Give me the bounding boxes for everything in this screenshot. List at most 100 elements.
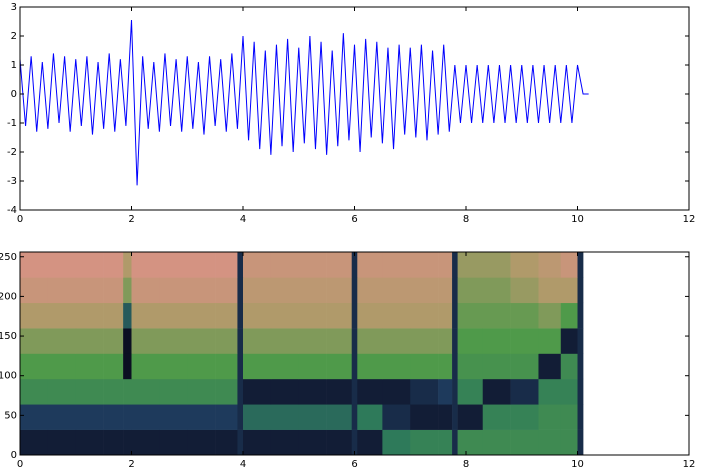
heatmap-cell xyxy=(215,302,238,329)
heatmap-cell xyxy=(75,378,104,405)
heatmap-cell xyxy=(20,404,49,430)
heatmap-cell xyxy=(47,378,77,405)
signal-line xyxy=(19,20,589,186)
heatmap-cell xyxy=(123,404,132,430)
heatmap-cell xyxy=(159,404,188,430)
heatmap-cell xyxy=(538,429,562,456)
heatmap-cell xyxy=(482,328,511,354)
heatmap-cell xyxy=(351,302,358,329)
heatmap-cell xyxy=(482,378,511,405)
heatmap-cell xyxy=(243,378,272,405)
heatmap-cell xyxy=(75,302,104,329)
heatmap-cell xyxy=(243,277,272,304)
heatmap-cell xyxy=(243,353,272,380)
heatmap-cell xyxy=(382,378,411,405)
x-tick-label: 12 xyxy=(683,214,696,225)
x-tick-label: 12 xyxy=(683,459,696,470)
y-tick-label: 200 xyxy=(0,291,17,302)
heatmap-cell xyxy=(187,404,216,430)
heatmap-cell xyxy=(20,302,49,329)
heatmap-cell xyxy=(452,353,458,380)
heatmap-cell xyxy=(382,252,411,278)
x-tick-label: 8 xyxy=(463,214,469,225)
heatmap-cell xyxy=(457,302,484,329)
heatmap-cell xyxy=(123,302,132,329)
heatmap-cell xyxy=(357,404,383,430)
heatmap-cell xyxy=(270,277,300,304)
heatmap-cell xyxy=(357,302,383,329)
x-tick-label: 10 xyxy=(571,459,584,470)
heatmap-cell xyxy=(482,353,511,380)
heatmap-cell xyxy=(457,404,484,430)
y-tick-label: -1 xyxy=(7,118,17,129)
heatmap-cell xyxy=(131,328,160,354)
heatmap-cell xyxy=(410,328,439,354)
heatmap-cell xyxy=(510,429,539,456)
y-tick-label: 0 xyxy=(11,450,17,461)
heatmap-cell xyxy=(538,252,562,278)
heatmap-cell xyxy=(410,252,439,278)
heatmap-cell xyxy=(577,277,584,304)
heatmap-cell xyxy=(577,302,584,329)
heatmap-cell xyxy=(187,328,216,354)
y-tick-label: 100 xyxy=(0,371,17,382)
heatmap-cell xyxy=(215,328,238,354)
heatmap-cell xyxy=(577,353,584,380)
heatmap-cell xyxy=(452,302,458,329)
heatmap-cell xyxy=(577,378,584,405)
heatmap-cell xyxy=(560,429,578,456)
heatmap-cell xyxy=(47,353,77,380)
heatmap-cell xyxy=(243,328,272,354)
heatmap-cell xyxy=(326,353,353,380)
heatmap-cell xyxy=(357,328,383,354)
heatmap-cell xyxy=(410,302,439,329)
heatmap-cell xyxy=(20,328,49,354)
heatmap-cell xyxy=(452,277,458,304)
heatmap-cell xyxy=(20,378,49,405)
heatmap-cell xyxy=(351,277,358,304)
heatmap-cell xyxy=(357,378,383,405)
heatmap-cell xyxy=(298,429,327,456)
heatmap-cell xyxy=(438,328,453,354)
heatmap-cell xyxy=(357,429,383,456)
y-tick-label: 3 xyxy=(11,2,17,13)
heatmap-cell xyxy=(131,429,160,456)
heatmap-cell xyxy=(560,353,578,380)
heatmap-cell xyxy=(560,328,578,354)
heatmap-cell xyxy=(215,429,238,456)
heatmap-cell xyxy=(560,302,578,329)
heatmap-cell xyxy=(103,328,124,354)
heatmap-cell xyxy=(410,378,439,405)
heatmap-cell xyxy=(457,252,484,278)
heatmap-cell xyxy=(187,378,216,405)
heatmap-cell xyxy=(131,277,160,304)
heatmap-cell xyxy=(270,252,300,278)
heatmap-cell xyxy=(457,328,484,354)
heatmap-cell xyxy=(298,378,327,405)
heatmap-cell xyxy=(452,404,458,430)
heatmap-cell xyxy=(270,302,300,329)
heatmap-cell xyxy=(237,353,244,380)
heatmap-cell xyxy=(159,302,188,329)
heatmap-cell xyxy=(577,328,584,354)
heatmap-cell xyxy=(326,252,353,278)
heatmap-cell xyxy=(577,429,584,456)
heatmap-cell xyxy=(410,277,439,304)
heatmap-cell xyxy=(270,378,300,405)
heatmap-cell xyxy=(438,404,453,430)
heatmap-cell xyxy=(270,429,300,456)
heatmap-cell xyxy=(510,252,539,278)
heatmap-cell xyxy=(237,378,244,405)
heatmap-cell xyxy=(452,378,458,405)
heatmap-cell xyxy=(215,353,238,380)
heatmap-cell xyxy=(510,353,539,380)
heatmap-cell xyxy=(215,378,238,405)
heatmap-cell xyxy=(560,252,578,278)
heatmap-cell xyxy=(187,429,216,456)
heatmap-cell xyxy=(103,353,124,380)
heatmap-cell xyxy=(510,277,539,304)
heatmap-cell xyxy=(131,302,160,329)
heatmap-cell xyxy=(482,277,511,304)
axes-frame xyxy=(19,6,690,211)
y-tick-label: 50 xyxy=(4,410,17,421)
